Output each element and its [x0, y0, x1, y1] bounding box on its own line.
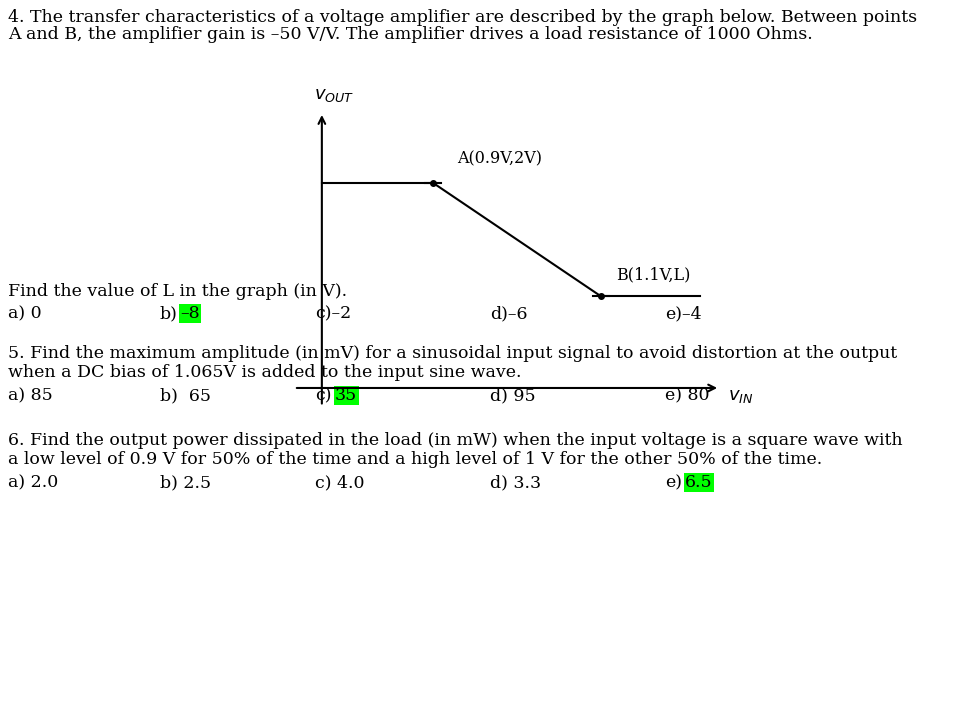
Text: when a DC bias of 1.065V is added to the input sine wave.: when a DC bias of 1.065V is added to the…: [8, 364, 521, 381]
Text: e): e): [665, 474, 682, 491]
Text: $v_{OUT}$: $v_{OUT}$: [314, 86, 354, 104]
Text: –8: –8: [180, 305, 200, 322]
Text: d) 95: d) 95: [490, 387, 536, 404]
Text: e)–4: e)–4: [665, 305, 702, 322]
Text: 4. The transfer characteristics of a voltage amplifier are described by the grap: 4. The transfer characteristics of a vol…: [8, 9, 917, 26]
Text: 5. Find the maximum amplitude (in mV) for a sinusoidal input signal to avoid dis: 5. Find the maximum amplitude (in mV) fo…: [8, 345, 898, 362]
Text: c) 4.0: c) 4.0: [315, 474, 365, 491]
Text: 6. Find the output power dissipated in the load (in mW) when the input voltage i: 6. Find the output power dissipated in t…: [8, 432, 902, 449]
Text: d)–6: d)–6: [490, 305, 527, 322]
Text: c): c): [315, 387, 331, 404]
Text: Find the value of L in the graph (in V).: Find the value of L in the graph (in V).: [8, 283, 348, 300]
Text: d) 3.3: d) 3.3: [490, 474, 541, 491]
Text: a) 0: a) 0: [8, 305, 41, 322]
Text: 35: 35: [335, 387, 357, 404]
Text: c)–2: c)–2: [315, 305, 351, 322]
Text: b) 2.5: b) 2.5: [160, 474, 211, 491]
Text: B(1.1V,L): B(1.1V,L): [616, 266, 691, 283]
Text: b): b): [160, 305, 178, 322]
Text: $v_{IN}$: $v_{IN}$: [728, 387, 754, 405]
Text: 6.5: 6.5: [685, 474, 712, 491]
Text: a low level of 0.9 V for 50% of the time and a high level of 1 V for the other 5: a low level of 0.9 V for 50% of the time…: [8, 451, 823, 468]
Text: a) 2.0: a) 2.0: [8, 474, 59, 491]
Text: a) 85: a) 85: [8, 387, 53, 404]
Text: A and B, the amplifier gain is –50 V/V. The amplifier drives a load resistance o: A and B, the amplifier gain is –50 V/V. …: [8, 26, 813, 43]
Text: b)  65: b) 65: [160, 387, 211, 404]
Text: A(0.9V,2V): A(0.9V,2V): [457, 150, 542, 168]
Text: e) 80: e) 80: [665, 387, 709, 404]
